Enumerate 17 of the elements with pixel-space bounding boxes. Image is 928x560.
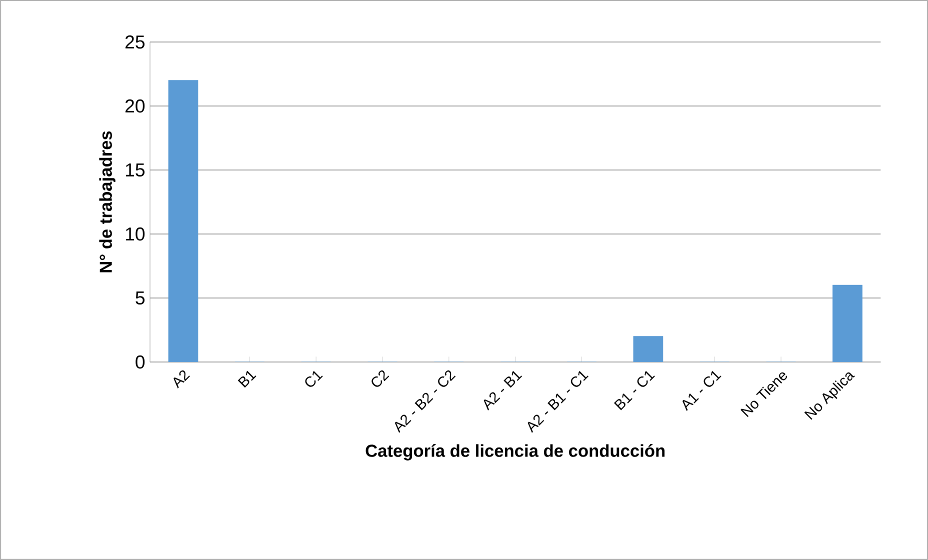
y-tick-label: 25 xyxy=(125,35,145,49)
x-tick-label: A1 - C1 xyxy=(682,371,722,412)
x-tick-label: A2 - B1 - C1 xyxy=(528,371,588,433)
y-tick-label: 20 xyxy=(125,99,145,113)
x-tick-label: B1 xyxy=(238,370,256,388)
y-axis-title: N° de trabajadres xyxy=(99,131,116,272)
y-tick-label: 15 xyxy=(126,163,145,177)
x-tick-label: A2 xyxy=(174,370,190,389)
y-tick-label: 5 xyxy=(136,291,145,305)
x-tick-label: A2 - B2 - C2 xyxy=(394,370,456,433)
x-axis-title: Categoría de licencia de conducción xyxy=(366,444,665,460)
x-tick-label: A2 - B1 xyxy=(484,371,522,410)
x-tick-label: C1 xyxy=(305,371,323,387)
y-tick-label: 10 xyxy=(126,227,145,241)
x-tick-label: C2 xyxy=(372,370,390,387)
y-tick-label: 0 xyxy=(136,355,145,369)
x-tick-label: B1 - C1 xyxy=(614,371,655,410)
